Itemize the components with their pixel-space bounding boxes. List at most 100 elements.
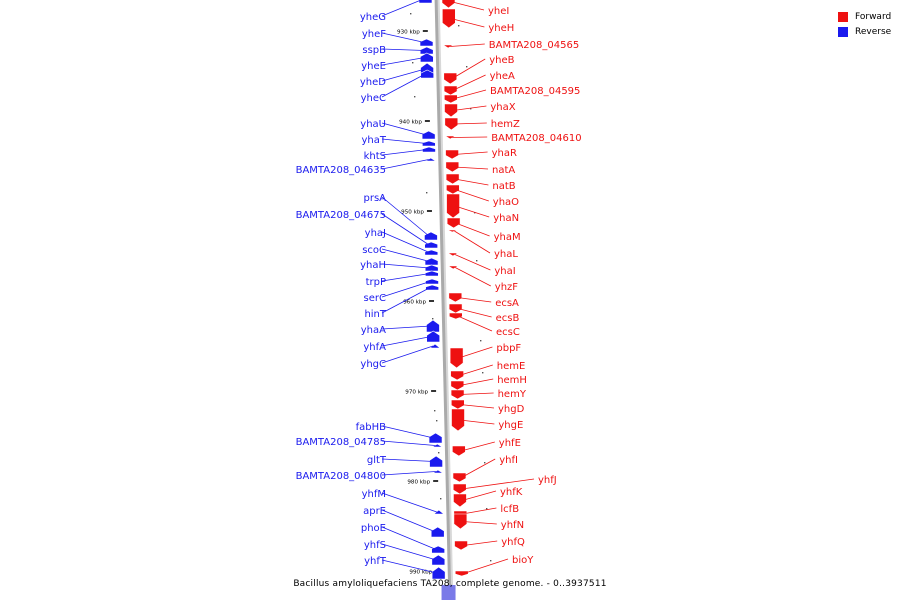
forward-gene-leader-yhzf [455, 267, 491, 287]
forward-gene-label-bamta208-04595: BAMTA208_04595 [490, 86, 580, 97]
forward-gene-leader-bamta208-04565 [450, 43, 485, 47]
scale-dot [494, 584, 496, 586]
reverse-gene-label-fabhb: fabHB [356, 422, 387, 433]
reverse-gene-label-gltt: gltT [367, 455, 387, 466]
forward-gene-label-heme: hemE [497, 361, 526, 372]
reverse-gene-label-prsa: prsA [363, 193, 386, 204]
reverse-gene-label-khts: khtS [364, 151, 386, 162]
genome-caption: Bacillus amyloliquefaciens TA208, comple… [293, 579, 607, 589]
forward-gene-label-bamta208-04565: BAMTA208_04565 [489, 40, 579, 51]
scale-dot [486, 508, 488, 510]
forward-gene-leader-yheb [452, 58, 486, 79]
forward-gene-leader-yhgd [459, 404, 495, 409]
reverse-gene-leader-hint [381, 287, 431, 314]
reverse-gene-leader-yheg [381, 0, 423, 17]
forward-gene-label-yhzf: yhzF [495, 282, 519, 293]
reverse-gene-label-yhfm: yhfM [362, 489, 386, 500]
reverse-gene-arrow-phoe [431, 545, 445, 554]
forward-gene-label-yhfi: yhfI [499, 455, 518, 466]
reverse-gene-leader-yhaa [381, 325, 431, 330]
forward-gene-arrow-ecsa [448, 292, 463, 303]
reverse-gene-leader-bamta208-04800 [381, 471, 436, 476]
reverse-gene-leader-yhat [381, 138, 427, 144]
legend: Forward Reverse [838, 9, 891, 39]
reverse-gene-arrow-yhau [421, 130, 436, 140]
legend-reverse-label: Reverse [855, 26, 892, 37]
forward-gene-label-bamta208-04610: BAMTA208_04610 [491, 133, 581, 144]
forward-gene-arrow-yhei [441, 0, 456, 9]
legend-forward: Forward [838, 9, 891, 24]
forward-gene-arrow-yhfk [453, 493, 467, 508]
reverse-gene-leader-yhah [381, 263, 430, 269]
forward-gene-leader-bioy [463, 558, 509, 574]
reverse-gene-arrow-yhfm [432, 509, 445, 515]
reverse-gene-arrow-serc [425, 278, 439, 285]
reverse-gene-arrow-yhat [422, 140, 436, 147]
reverse-gene-arrow-yhef [419, 38, 434, 47]
forward-gene-label-yheb: yheB [489, 55, 514, 66]
reverse-gene-label-apre: aprE [363, 506, 386, 517]
reverse-gene-arrow-yhft [431, 566, 446, 580]
reverse-gene-arrow-bamta208-04675 [424, 241, 438, 249]
reverse-gene-leader-bamta208-04675 [381, 213, 430, 246]
reverse-gene-arrow-prsa [424, 231, 438, 241]
scale-dot [436, 420, 438, 422]
forward-gene-arrow-ecsc [448, 312, 463, 320]
forward-gene-label-yhei: yheI [488, 6, 509, 17]
scale-dot [434, 410, 436, 412]
reverse-gene-leader-apre [381, 509, 436, 533]
reverse-gene-leader-serc [381, 281, 431, 298]
forward-gene-leader-yhar [454, 151, 488, 155]
scale-dot [438, 452, 440, 454]
reverse-gene-leader-scoc [381, 248, 430, 262]
forward-gene-label-pbpf: pbpF [496, 343, 521, 354]
forward-gene-label-ecsc: ecsC [496, 327, 520, 338]
reverse-gene-label-yhfs: yhfS [364, 540, 386, 551]
forward-gene-leader-bamta208-04595 [452, 89, 487, 100]
forward-gene-label-yhax: yhaX [490, 102, 515, 113]
reverse-gene-arrow-yhaj [424, 249, 439, 256]
forward-gene-leader-natb [454, 178, 489, 186]
forward-gene-leader-yhfe [460, 441, 495, 452]
scale-tick-label: 980 kbp [407, 480, 430, 486]
forward-gene-arrow-hemh [450, 380, 465, 391]
scale-dot [440, 498, 442, 500]
reverse-gene-leader-yhft [381, 559, 437, 574]
reverse-gene-label-yhgc: yhgC [360, 359, 386, 370]
reverse-gene-leader-bamta208-04785 [381, 440, 436, 446]
forward-gene-label-yhfj: yhfJ [538, 475, 557, 486]
scale-dot [480, 340, 482, 342]
reverse-gene-leader-trpp [381, 273, 430, 282]
scale-tick-label: 950 kbp [401, 210, 424, 216]
forward-gene-label-hemy: hemY [498, 389, 527, 400]
scale-dot [410, 13, 412, 15]
reverse-gene-label-yhau: yhaU [360, 119, 386, 130]
forward-gene-leader-yham [455, 222, 490, 237]
forward-gene-leader-yhfk [461, 490, 497, 501]
reverse-gene-label-phoe: phoE [361, 523, 386, 534]
scale-tick-label: 960 kbp [403, 300, 426, 306]
forward-gene-label-yhfq: yhfQ [501, 537, 525, 548]
scale-tick-label: 930 kbp [397, 30, 420, 36]
reverse-gene-arrow-fabhb [428, 432, 443, 444]
forward-gene-arrow-yhao [446, 184, 460, 195]
reverse-gene-label-scoc: scoC [362, 245, 386, 256]
forward-gene-leader-nata [454, 166, 489, 170]
reverse-gene-label-yhaj: yhaJ [365, 228, 386, 239]
reverse-gene-arrow-hint [425, 284, 439, 291]
forward-gene-leader-yhei [450, 1, 485, 11]
forward-gene-arrow-yhfn [453, 513, 468, 530]
forward-gene-label-yhfn: yhfN [501, 520, 524, 531]
forward-gene-leader-yhfq [462, 540, 498, 546]
forward-swatch [838, 11, 848, 22]
reverse-gene-label-yhef: yheF [362, 29, 386, 40]
reverse-gene-label-yhed: yheD [360, 77, 386, 88]
forward-gene-arrow-yhge [451, 408, 465, 432]
reverse-gene-label-hint: hinT [364, 309, 386, 320]
reverse-gene-leader-yhef [381, 32, 425, 43]
reverse-gene-arrow-apre [430, 526, 445, 538]
forward-gene-label-natb: natB [492, 181, 515, 192]
forward-gene-arrow-yhax [444, 103, 458, 118]
reverse-gene-leader-yhfs [381, 543, 437, 561]
scale-dot [470, 108, 472, 110]
